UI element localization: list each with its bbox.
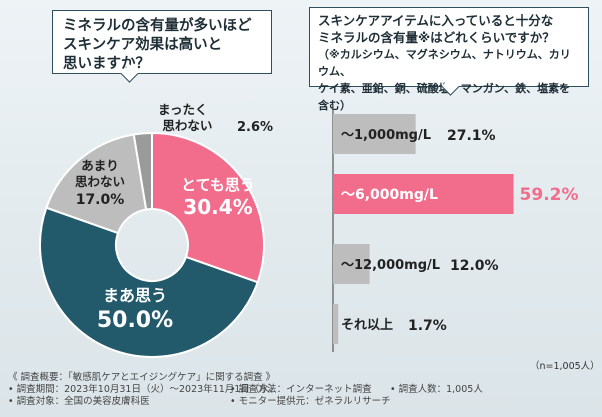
footer-count: • 調査人数：1,005人 bbox=[390, 384, 483, 395]
pie-label-totemo: とても思う 30.4% bbox=[178, 175, 258, 219]
bar-12000-category-label: ～12,000mg/L bbox=[341, 258, 440, 273]
footer-target: • 調査対象：全国の美容皮膚科医 bbox=[8, 396, 150, 407]
pie-label-amari-value: 17.0% bbox=[75, 192, 125, 208]
pie-label-amari-line-2: 思わない bbox=[74, 174, 125, 189]
right-question-line-3: （※カルシウム、マグネシウム、ナトリウム、カリウム、 bbox=[318, 48, 571, 78]
pie-slice-mattaku bbox=[132, 131, 153, 211]
pie-label-mattaku-line-1: まったく bbox=[158, 102, 208, 117]
bar-1000-value-label: 27.1% bbox=[447, 128, 496, 144]
pie-label-maa-text: まあ思う bbox=[102, 286, 167, 305]
left-question-line-1: ミネラルの含有量が多いほど bbox=[63, 18, 252, 34]
bar-6000-value-label: 59.2% bbox=[520, 185, 579, 205]
footer-period: • 調査期間：2023年10月31日（火）～2023年11月1日（水） bbox=[8, 384, 279, 395]
pie-label-mattaku-value: 2.6% bbox=[237, 120, 274, 135]
right-question-bubble: スキンケアアイテムに入っていると十分な ミネラルの含有量※はどれくらいですか？ … bbox=[309, 7, 589, 112]
left-question-bubble: ミネラルの含有量が多いほど スキンケア効果は高いと 思いますか？ bbox=[52, 10, 272, 83]
bar-more bbox=[333, 304, 339, 344]
pie-label-maa: まあ思う 50.0% bbox=[80, 285, 190, 335]
pie-label-maa-value: 50.0% bbox=[96, 308, 174, 333]
pie-slice-amari bbox=[45, 133, 148, 235]
footer-provider: • モニター提供元：ゼネラルリサーチ bbox=[230, 396, 391, 407]
pie-label-mattaku-line-2: 思わない bbox=[158, 118, 213, 133]
bar-more-category-label: それ以上 bbox=[341, 318, 393, 333]
right-question-line-1: スキンケアアイテムに入っていると十分な bbox=[318, 13, 554, 28]
bar-12000 bbox=[333, 244, 370, 284]
bar-1000-category-label: ～1,000mg/L bbox=[341, 128, 431, 143]
pie-slice-totemo bbox=[151, 131, 265, 284]
left-question-line-2: スキンケア効果は高いと bbox=[63, 37, 223, 53]
sample-size-label: （n=1,005人） bbox=[530, 361, 600, 372]
bar-1000 bbox=[333, 114, 416, 154]
pie-label-amari-line-1: あまり bbox=[81, 158, 119, 173]
pie-label-amari: あまり 思わない 17.0% bbox=[60, 158, 140, 210]
pie-label-mattaku: まったく 思わない bbox=[158, 102, 212, 134]
pie-label-totemo-text: とても思う bbox=[181, 176, 255, 194]
pie-label-totemo-value: 30.4% bbox=[183, 195, 253, 219]
pie-slice-maa bbox=[39, 206, 259, 358]
footer-method: • 調査方法：インターネット調査 bbox=[230, 384, 372, 395]
right-question-line-2: ミネラルの含有量※はどれくらいですか？ bbox=[318, 30, 555, 45]
bar-6000-category-label: ～6,000mg/L bbox=[341, 187, 438, 203]
bar-more-value-label: 1.7% bbox=[408, 318, 447, 334]
bar-6000 bbox=[333, 174, 514, 214]
bar-12000-value-label: 12.0% bbox=[450, 258, 499, 274]
footer-summary: 《 調査概要：「敏感肌ケアとエイジングケア」に関する調査 》 bbox=[8, 372, 276, 383]
